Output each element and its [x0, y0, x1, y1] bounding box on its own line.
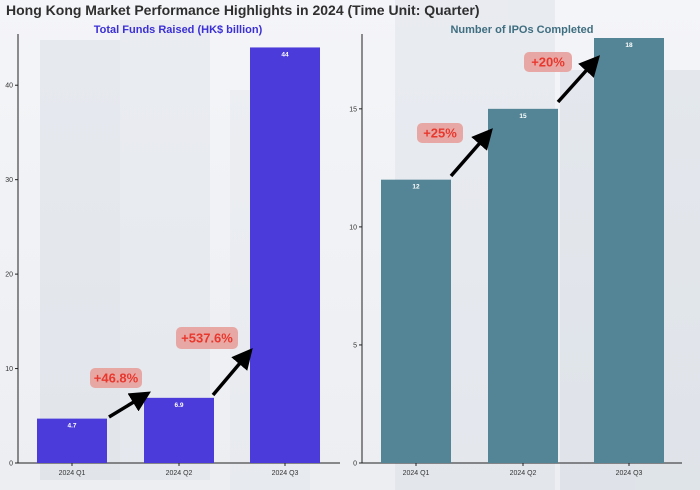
growth-arrow-icon	[556, 55, 601, 104]
y-tick-label: 5	[353, 342, 357, 349]
growth-badge-label: +537.6%	[181, 331, 233, 346]
y-tick-label: 15	[349, 106, 357, 113]
growth-badge	[417, 123, 463, 143]
bar-value-label: 6.9	[174, 402, 183, 409]
y-tick-label: 10	[5, 366, 13, 373]
y-tick-label: 0	[353, 461, 357, 468]
x-tick-label: 2024 Q1	[59, 470, 86, 477]
bar-2024-q1	[37, 418, 107, 463]
x-tick-label: 2024 Q3	[272, 470, 299, 477]
bar-2024-q2	[488, 108, 558, 463]
growth-badge-label: +20%	[531, 55, 565, 70]
bar-2024-q3	[250, 47, 320, 463]
growth-badge	[524, 52, 572, 72]
growth-badge-label: +25%	[423, 126, 457, 141]
chart-funds-raised: Total Funds Raised (HK$ billion) 0 10 20 30 4…	[5, 24, 340, 477]
bar-value-label: 15	[519, 113, 527, 120]
y-tick-label: 30	[5, 177, 13, 184]
y-tick-label: 10	[349, 224, 357, 231]
y-tick-label: 20	[5, 272, 13, 279]
chart-title: Total Funds Raised (HK$ billion)	[94, 24, 263, 36]
bar-2024-q1	[381, 179, 451, 463]
growth-arrow-icon	[108, 391, 151, 419]
y-tick-label: 0	[9, 461, 13, 468]
x-tick-label: 2024 Q2	[510, 470, 537, 477]
growth-arrow-icon	[211, 347, 253, 397]
y-tick-label: 40	[5, 83, 13, 90]
bar-value-label: 4.7	[67, 423, 76, 430]
bar-value-label: 44	[281, 51, 289, 58]
chart-ipo-count: Number of IPOs Completed 0 5 10 15 12 2024 Q1 1…	[349, 24, 682, 477]
chart-title: Number of IPOs Completed	[450, 24, 593, 36]
x-tick-label: 2024 Q2	[166, 470, 193, 477]
bar-2024-q2	[144, 397, 214, 463]
bar-2024-q3	[594, 38, 664, 463]
bar-value-label: 18	[625, 42, 633, 49]
growth-badge-label: +46.8%	[94, 371, 139, 386]
growth-badge	[176, 327, 238, 349]
bar-value-label: 12	[412, 184, 420, 191]
x-tick-label: 2024 Q3	[616, 470, 643, 477]
growth-arrow-icon	[449, 128, 493, 178]
x-tick-label: 2024 Q1	[403, 470, 430, 477]
page-title: Hong Kong Market Performance Highlights …	[6, 2, 480, 18]
growth-badge	[90, 368, 142, 388]
